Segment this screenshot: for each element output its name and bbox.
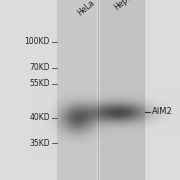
Text: HeLa: HeLa [76,0,97,18]
Text: 55KD: 55KD [29,80,50,89]
Text: 70KD: 70KD [29,64,50,73]
Text: HepG2: HepG2 [112,0,138,12]
Text: AIM2: AIM2 [152,107,173,116]
Text: 100KD: 100KD [25,37,50,46]
Text: 35KD: 35KD [29,138,50,147]
Text: 40KD: 40KD [29,114,50,123]
